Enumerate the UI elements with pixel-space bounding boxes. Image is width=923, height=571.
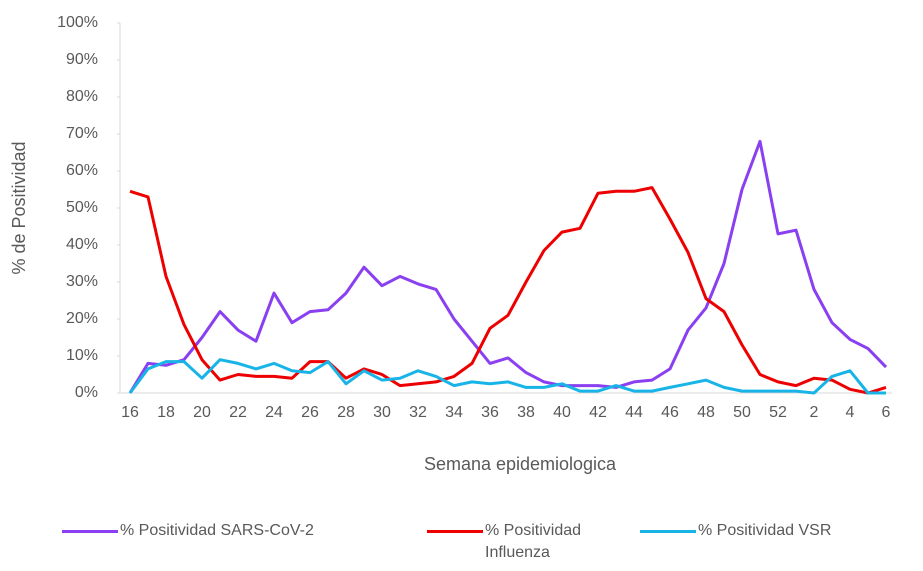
legend-label: % Positividad VSR <box>698 522 832 539</box>
x-tick-label: 40 <box>553 404 571 421</box>
legend-item: % Positividad Influenza <box>427 520 635 564</box>
series-line <box>129 186 887 395</box>
x-tick-label: 4 <box>846 404 855 421</box>
legend-swatch <box>62 530 118 533</box>
x-tick-label: 44 <box>625 404 643 421</box>
x-tick-label: 2 <box>810 404 819 421</box>
series-line <box>128 139 888 394</box>
x-tick-label: 26 <box>301 404 319 421</box>
y-tick-label: 0% <box>75 384 98 401</box>
x-tick-label: 18 <box>157 404 175 421</box>
x-tick-label: 34 <box>445 404 463 421</box>
legend-label: % Positividad Influenza <box>485 522 582 561</box>
x-tick-label: 28 <box>337 404 355 421</box>
y-axis-label: % de Positividad <box>9 141 29 274</box>
x-tick-label: 38 <box>517 404 535 421</box>
y-tick-label: 50% <box>66 199 98 216</box>
legend: % Positividad SARS-CoV-2 % Positividad In… <box>0 520 923 570</box>
chart: Semana epidemiologica % de Positividad 0… <box>9 14 892 474</box>
legend-swatch <box>640 530 696 533</box>
x-tick-label: 46 <box>661 404 679 421</box>
x-tick-label: 30 <box>373 404 391 421</box>
x-axis-label: Semana epidemiologica <box>424 454 617 474</box>
y-tick-label: 20% <box>66 310 98 327</box>
x-tick-label: 42 <box>589 404 607 421</box>
y-tick-label: 10% <box>66 347 98 364</box>
y-tick-label: 30% <box>66 273 98 290</box>
x-tick-label: 48 <box>697 404 715 421</box>
series-line <box>128 358 886 395</box>
x-tick-label: 22 <box>229 404 247 421</box>
x-tick-label: 36 <box>481 404 499 421</box>
legend-swatch <box>427 530 483 533</box>
x-tick-label: 6 <box>882 404 891 421</box>
y-tick-label: 70% <box>66 125 98 142</box>
x-tick-label: 24 <box>265 404 283 421</box>
x-tick-label: 16 <box>121 404 139 421</box>
legend-label: % Positividad SARS-CoV-2 <box>120 522 314 539</box>
y-tick-label: 80% <box>66 88 98 105</box>
y-tick-label: 40% <box>66 236 98 253</box>
x-tick-label: 32 <box>409 404 427 421</box>
y-tick-label: 100% <box>57 14 98 31</box>
x-tick-label: 50 <box>733 404 751 421</box>
legend-item: % Positividad SARS-CoV-2 <box>62 520 400 542</box>
y-tick-label: 60% <box>66 162 98 179</box>
x-tick-label: 20 <box>193 404 211 421</box>
x-tick-label: 52 <box>769 404 787 421</box>
legend-item: % Positividad VSR <box>640 520 918 542</box>
y-tick-label: 90% <box>66 51 98 68</box>
